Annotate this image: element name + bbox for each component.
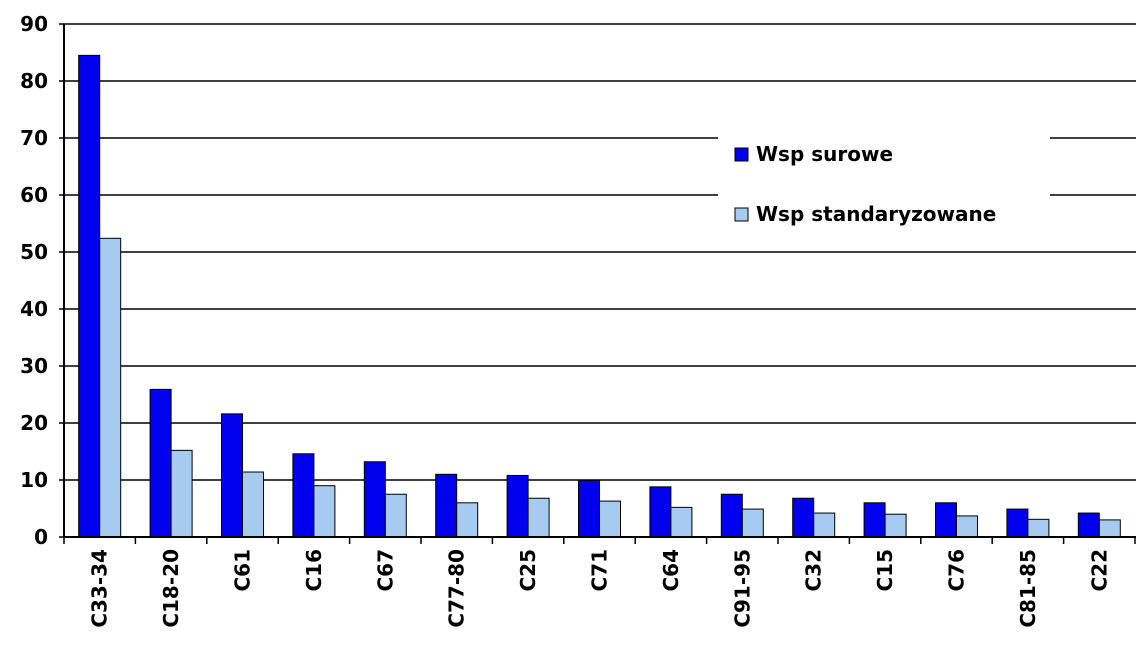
y-tick-label-10: 10 <box>20 468 48 492</box>
bar-standaryzowane-C33-34 <box>99 237 122 538</box>
bars <box>78 54 1121 538</box>
x-tick-label-C18-20: C18-20 <box>159 549 183 628</box>
bar-standaryzowane-C22 <box>1098 519 1121 538</box>
y-tick-label-60: 60 <box>20 183 48 207</box>
y-tick-label-30: 30 <box>20 354 48 378</box>
gridlines <box>64 23 1136 481</box>
bar-standaryzowane-C71 <box>599 500 621 538</box>
y-tick-label-70: 70 <box>20 126 48 150</box>
x-tick-label-C81-85: C81-85 <box>1016 549 1040 628</box>
bar-surowe-C25 <box>506 474 529 538</box>
x-tick-label-C64: C64 <box>659 549 683 592</box>
x-tick-label-C76: C76 <box>945 549 969 592</box>
bar-surowe-C32 <box>792 497 815 538</box>
legend-box <box>718 118 1050 244</box>
x-tick-label-C25: C25 <box>516 549 540 592</box>
x-tick-label-C22: C22 <box>1087 549 1111 592</box>
x-tick-label-C61: C61 <box>231 549 255 592</box>
bar-surowe-C22 <box>1077 512 1100 538</box>
bar-standaryzowane-C25 <box>527 497 550 538</box>
bar-standaryzowane-C76 <box>956 515 978 538</box>
bar-standaryzowane-C81-85 <box>1027 518 1050 538</box>
bar-surowe-C18-20 <box>149 388 172 538</box>
bar-standaryzowane-C67 <box>384 493 407 538</box>
y-tick-label-90: 90 <box>20 12 48 36</box>
legend-swatch-surowe <box>734 147 749 162</box>
bar-standaryzowane-C18-20 <box>170 449 193 538</box>
legend-label-surowe: Wsp surowe <box>756 142 893 166</box>
y-tick-label-0: 0 <box>34 525 48 549</box>
x-tick-label-C77-80: C77-80 <box>445 549 469 628</box>
y-tick-label-20: 20 <box>20 411 48 435</box>
x-tick-label-C33-34: C33-34 <box>88 549 112 628</box>
bar-standaryzowane-C61 <box>242 471 264 538</box>
bar-standaryzowane-C32 <box>813 512 836 538</box>
x-tick-label-C16: C16 <box>302 549 326 592</box>
y-axis-ticks: 0 10 20 30 40 50 60 70 80 90 <box>20 12 64 549</box>
bar-surowe-C61 <box>221 413 243 538</box>
y-tick-label-80: 80 <box>20 69 48 93</box>
bar-standaryzowane-C77-80 <box>456 502 479 538</box>
bar-surowe-C16 <box>292 453 315 538</box>
x-tick-label-C67: C67 <box>373 549 397 592</box>
bar-standaryzowane-C16 <box>313 485 336 538</box>
bar-surowe-C77-80 <box>435 473 458 538</box>
x-tick-label-C15: C15 <box>873 549 897 592</box>
bar-surowe-C71 <box>578 480 600 538</box>
bar-standaryzowane-C91-95 <box>741 508 764 538</box>
bar-surowe-C81-85 <box>1006 508 1029 538</box>
bar-surowe-C67 <box>363 461 386 538</box>
bar-surowe-C91-95 <box>720 493 743 538</box>
bar-standaryzowane-C64 <box>670 506 693 538</box>
bar-surowe-C33-34 <box>78 54 101 538</box>
x-tick-label-C91-95: C91-95 <box>730 549 754 628</box>
y-tick-label-40: 40 <box>20 297 48 321</box>
x-tick-label-C71: C71 <box>588 549 612 592</box>
bar-surowe-C76 <box>935 502 957 538</box>
bar-standaryzowane-C15 <box>884 513 907 538</box>
legend-label-standaryzowane: Wsp standaryzowane <box>756 202 996 226</box>
legend-swatch-standaryzowane <box>734 207 749 222</box>
bar-surowe-C64 <box>649 486 672 538</box>
axes <box>63 24 1136 538</box>
legend: Wsp surowe Wsp standaryzowane <box>718 118 1050 244</box>
y-tick-label-50: 50 <box>20 240 48 264</box>
x-axis-ticks: C33-34 C18-20 C61 C16 C67 C77-80 C25 C71 C64 C91-… <box>63 537 1136 628</box>
bar-surowe-C15 <box>863 502 886 538</box>
x-tick-label-C32: C32 <box>802 549 826 592</box>
